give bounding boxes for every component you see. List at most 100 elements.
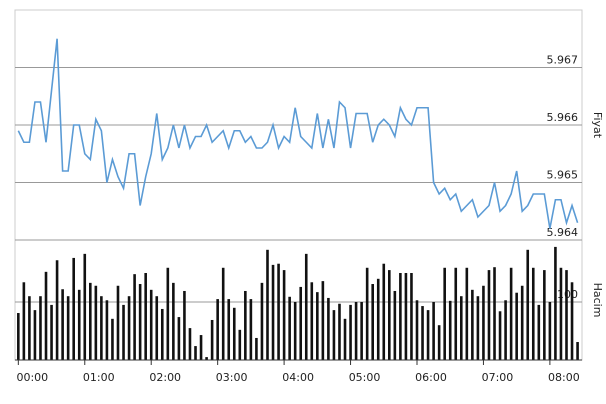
volume-bar xyxy=(260,282,264,360)
volume-bar xyxy=(382,263,386,360)
volume-bar xyxy=(127,296,131,360)
volume-bar xyxy=(50,304,53,360)
volume-bar xyxy=(316,292,319,360)
volume-bar xyxy=(310,282,314,360)
volume-bar xyxy=(410,273,413,360)
volume-bar xyxy=(172,282,175,360)
volume-bar xyxy=(548,302,552,360)
volume-bar xyxy=(22,282,26,360)
volume-bar xyxy=(376,278,380,360)
volume-bar xyxy=(437,325,441,360)
volume-bar xyxy=(221,267,225,360)
volume-bar xyxy=(177,317,181,360)
volume-bar xyxy=(44,271,48,360)
volume-bar xyxy=(77,289,81,360)
x-tick-label: 07:00 xyxy=(482,371,514,384)
volume-bar xyxy=(288,296,291,360)
volume-bar xyxy=(554,246,557,360)
volume-bar xyxy=(55,260,59,360)
volume-bar xyxy=(354,302,358,360)
volume-bar xyxy=(277,263,280,360)
volume-bar xyxy=(188,328,192,360)
volume-bar xyxy=(482,285,485,360)
volume-bar xyxy=(332,310,336,360)
volume-bar xyxy=(66,296,70,360)
volume-bar xyxy=(282,270,286,360)
volume-bar xyxy=(17,313,20,360)
volume-bar xyxy=(321,281,325,360)
volume-bar xyxy=(421,306,424,360)
volume-bar xyxy=(232,307,236,360)
x-tick-label: 00:00 xyxy=(16,371,48,384)
volume-bar xyxy=(194,346,197,360)
volume-bar xyxy=(89,282,92,360)
volume-bar xyxy=(249,299,253,360)
volume-bar xyxy=(526,249,530,360)
y-axis-label: Hacim xyxy=(591,283,604,318)
x-tick-label: 02:00 xyxy=(149,371,181,384)
volume-bar xyxy=(210,319,214,360)
volume-bar xyxy=(393,290,397,360)
volume-bar xyxy=(371,284,374,360)
volume-bar xyxy=(144,273,147,360)
volume-bar xyxy=(360,302,363,360)
volume-bar xyxy=(432,302,435,360)
volume-bar xyxy=(105,300,109,360)
volume-bar xyxy=(39,296,42,360)
volume-bar xyxy=(244,290,247,360)
volume-bar xyxy=(83,253,87,360)
volume-bar xyxy=(504,300,507,360)
volume-bar xyxy=(476,296,480,360)
volume-bar xyxy=(487,270,491,360)
volume-bar xyxy=(271,264,275,360)
volume-bar xyxy=(327,297,330,360)
volume-bar xyxy=(266,249,269,360)
volume-bar xyxy=(415,300,419,360)
x-tick-label: 06:00 xyxy=(415,371,447,384)
volume-bar xyxy=(465,267,469,360)
volume-bar xyxy=(100,296,103,360)
volume-bar xyxy=(72,257,75,360)
volume-bar xyxy=(205,357,208,360)
volume-bar xyxy=(116,285,120,360)
volume-bar xyxy=(537,304,541,360)
volume-bar xyxy=(216,299,219,360)
volume-bar xyxy=(498,311,502,360)
volume-bar xyxy=(515,292,518,360)
y-tick-label: 5.966 xyxy=(547,111,579,124)
volume-bar xyxy=(454,267,458,360)
volume-bar xyxy=(149,289,153,360)
volume-bar xyxy=(28,296,31,360)
x-tick-label: 03:00 xyxy=(216,371,248,384)
x-tick-label: 08:00 xyxy=(548,371,580,384)
volume-bar xyxy=(61,289,64,360)
volume-bar xyxy=(94,285,98,360)
volume-bar xyxy=(155,296,159,360)
volume-bar xyxy=(238,329,242,360)
volume-bar xyxy=(138,284,142,360)
volume-bar xyxy=(509,267,513,360)
volume-bar xyxy=(199,335,203,360)
volume-bar xyxy=(33,310,37,360)
volume-bar xyxy=(559,267,563,360)
volume-bar xyxy=(531,267,535,360)
volume-bar xyxy=(543,270,546,360)
volume-bar xyxy=(459,296,463,360)
plot-frame xyxy=(14,9,583,361)
y-tick-label: 5.964 xyxy=(547,226,579,239)
volume-bar xyxy=(443,267,446,360)
volume-bar xyxy=(227,299,231,360)
y-tick-label: 5.967 xyxy=(547,54,579,67)
y-tick-label: 5.965 xyxy=(547,169,579,182)
volume-bar xyxy=(160,308,164,360)
volume-bar xyxy=(255,337,258,360)
volume-bar xyxy=(183,290,186,360)
volume-bar xyxy=(293,302,297,360)
x-tick-label: 01:00 xyxy=(83,371,115,384)
volume-bar xyxy=(426,310,430,360)
volume-bar xyxy=(349,304,352,360)
volume-bar xyxy=(365,267,369,360)
volume-bar xyxy=(133,274,136,360)
volume-bar xyxy=(388,270,391,360)
